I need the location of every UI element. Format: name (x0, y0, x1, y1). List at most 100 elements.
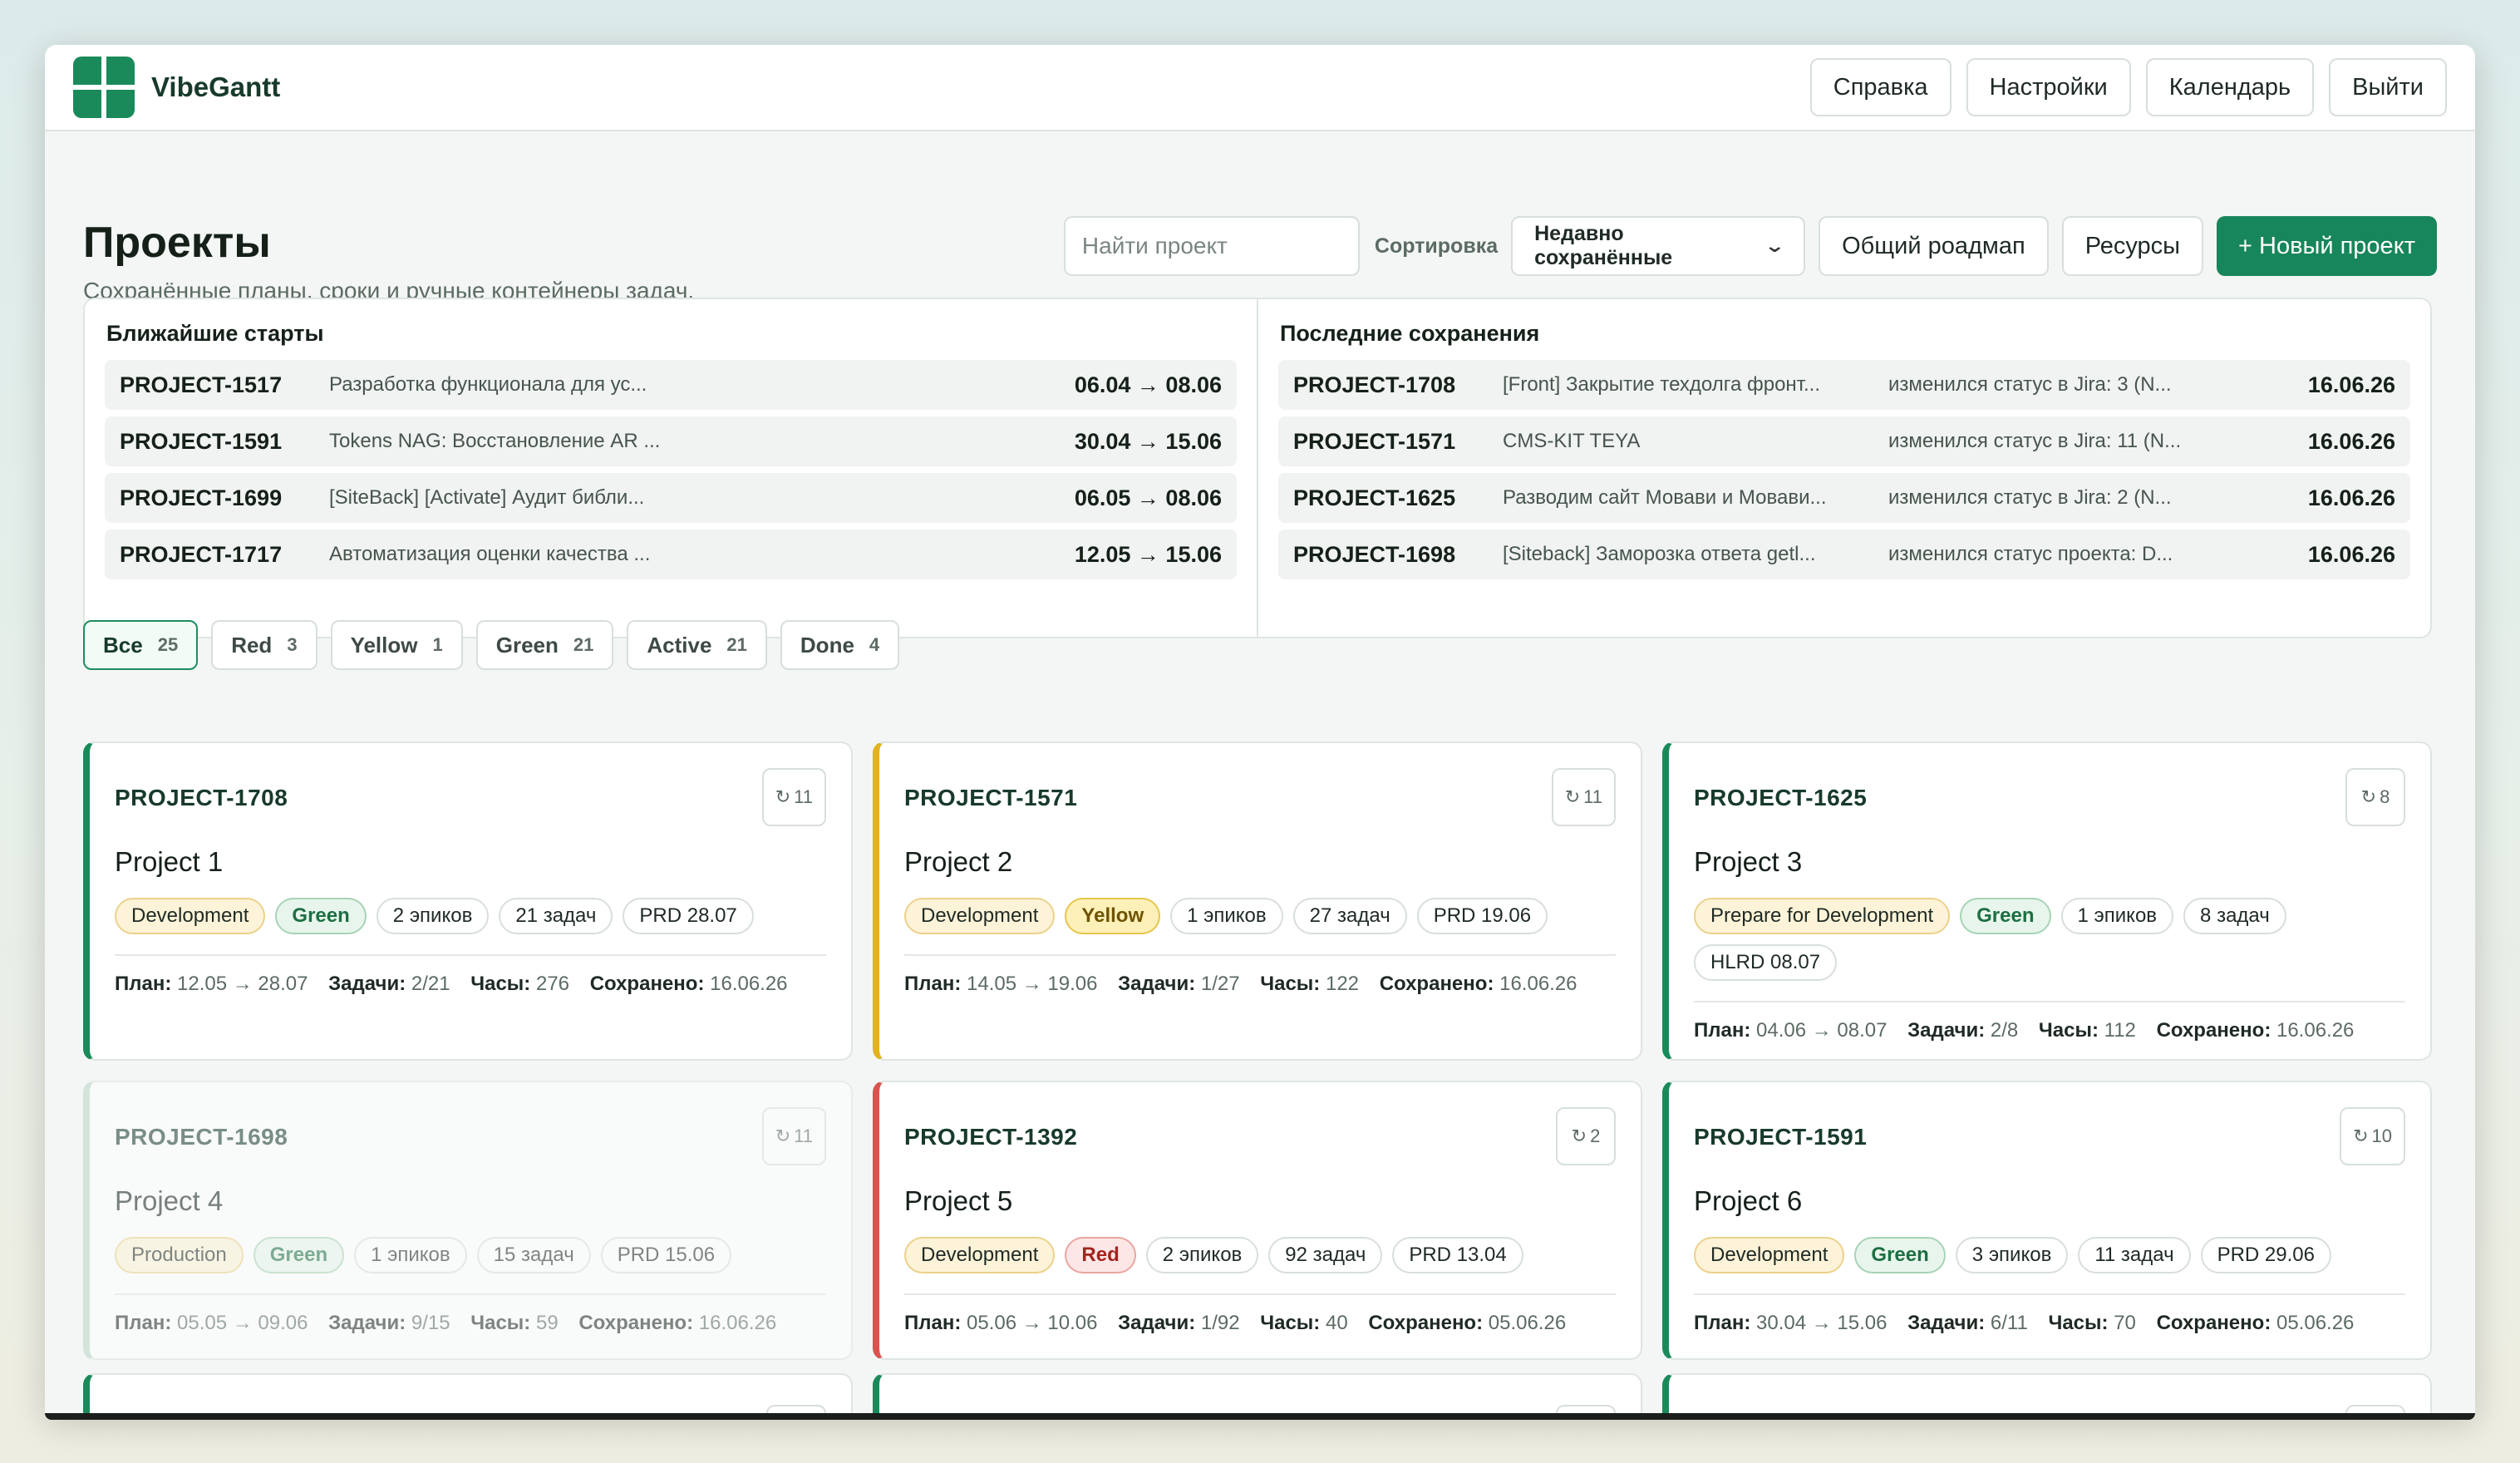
project-card[interactable]: PROJECT-1708 ↻ 11 Project 1 Development G… (83, 741, 853, 1061)
project-id: PROJECT-1699 (120, 485, 283, 510)
recent-row[interactable]: PROJECT-1625 Разводим сайт Мовави и Мова… (1278, 473, 2410, 523)
resources-button[interactable]: Ресурсы (2061, 216, 2204, 276)
upcoming-row[interactable]: PROJECT-1591 Tokens NAG: Восстановление … (105, 416, 1237, 466)
status-badge: Green (1854, 1237, 1946, 1273)
version-button[interactable]: ↻ 11 (761, 768, 826, 826)
filter-red[interactable]: Red 3 (211, 620, 317, 670)
tasks-tag: 11 задач (2078, 1237, 2191, 1273)
upcoming-row[interactable]: PROJECT-1717 Автоматизация оценки качест… (105, 530, 1237, 579)
project-card[interactable]: PROJECT-1698 ↻ 11 Project 4 Production Gr… (83, 1081, 853, 1360)
hours-value: 112 (2104, 1019, 2136, 1042)
hours-value: 70 (2114, 1312, 2136, 1334)
brand[interactable]: VibeGantt (73, 57, 280, 118)
upcoming-title: Ближайшие старты (106, 321, 324, 346)
card-meta: План: 30.04 → 15.06 Задачи: 6/11 Часы: 7… (1694, 1312, 2354, 1335)
recent-row[interactable]: PROJECT-1698 [Siteback] Заморозка ответа… (1278, 530, 2410, 579)
card-project-id: PROJECT-1625 (1694, 785, 1868, 810)
tasks-tag: 15 задач (476, 1237, 591, 1273)
sort-value: Недавно сохранённые (1534, 222, 1673, 269)
recent-row[interactable]: PROJECT-1708 [Front] Закрытие техдолга ф… (1278, 360, 2410, 410)
tasks-progress: 6/11 (1990, 1312, 2028, 1334)
meta-label: Часы: (470, 973, 531, 995)
project-dates: 06.04 → 08.06 (1074, 372, 1222, 397)
calendar-button[interactable]: Календарь (2145, 58, 2315, 116)
project-change: изменился статус в Jira: 2 (N... (1888, 486, 2172, 509)
version-button[interactable]: ↻ 10 (2340, 1107, 2405, 1165)
project-change: изменился статус проекта: D... (1888, 543, 2173, 565)
logout-button[interactable]: Выйти (2329, 58, 2447, 116)
divider (904, 1293, 1616, 1295)
filter-yellow[interactable]: Yellow 1 (330, 620, 463, 670)
divider (115, 954, 826, 956)
tasks-progress: 2/21 (411, 973, 450, 995)
saved-date: 16.06.26 (710, 973, 788, 995)
status-badge: Yellow (1065, 898, 1161, 934)
upcoming-row[interactable]: PROJECT-1517 Разработка функционала для … (105, 360, 1237, 410)
card-tags: Development Green 3 эпиков 11 задач PRD … (1694, 1237, 2405, 1273)
tasks-progress: 9/15 (411, 1312, 450, 1334)
project-card[interactable]: PROJECT-1606 ↻7 (1662, 1373, 2432, 1416)
meta-label: Сохранено: (2156, 1019, 2271, 1042)
card-tags: Production Green 1 эпиков 15 задач PRD 1… (115, 1237, 826, 1273)
filter-count: 21 (726, 634, 747, 655)
page-title: Проекты (83, 219, 271, 267)
stage-tag: Development (1694, 1237, 1845, 1273)
save-date: 16.06.26 (2307, 485, 2395, 510)
logo-icon (73, 57, 135, 118)
meta-label: Задачи: (1907, 1312, 1986, 1334)
new-project-button[interactable]: + Новый проект (2217, 216, 2437, 276)
card-project-name: Project 4 (115, 1185, 224, 1216)
card-project-id: PROJECT-1591 (1694, 1124, 1868, 1150)
meta-label: Сохранено: (2156, 1312, 2271, 1334)
saved-date: 05.06.26 (2276, 1312, 2355, 1334)
hours-value: 276 (535, 973, 570, 995)
card-meta: План: 05.05 → 09.06 Задачи: 9/15 Часы: 5… (115, 1312, 776, 1335)
filter-label: Все (103, 632, 143, 658)
sort-select[interactable]: Недавно сохранённые ⌄ (1511, 216, 1806, 276)
settings-button[interactable]: Настройки (1966, 58, 2131, 116)
upcoming-starts: Ближайшие старты PROJECT-1517 Разработка… (85, 299, 1257, 637)
saved-date: 16.06.26 (698, 1312, 777, 1334)
version-button[interactable]: ↻2 (1556, 1107, 1616, 1165)
project-dates: 12.05 → 15.06 (1074, 541, 1222, 567)
project-name: [Front] Закрытие техдолга фронт... (1503, 373, 1821, 396)
project-name: [SiteBack] [Activate] Аудит библи... (329, 486, 645, 509)
card-project-id: PROJECT-1698 (115, 1124, 288, 1150)
filter-active[interactable]: Active 21 (627, 620, 767, 670)
help-button[interactable]: Справка (1809, 58, 1952, 116)
search-input[interactable] (1063, 216, 1360, 276)
project-card[interactable]: PROJECT-1771 ↻6 (83, 1373, 853, 1416)
recent-saves: Последние сохранения PROJECT-1708 [Front… (1257, 299, 2430, 637)
version-button[interactable]: ↻ 11 (761, 1107, 826, 1165)
saved-date: 05.06.26 (1488, 1312, 1567, 1334)
project-card[interactable]: PROJECT-1834 ↻2 (873, 1373, 1642, 1416)
meta-label: Часы: (1260, 1312, 1321, 1334)
epics-tag: 1 эпиков (354, 1237, 467, 1273)
stage-tag: Development (115, 898, 266, 934)
save-date: 16.06.26 (2307, 428, 2395, 454)
project-name: Разводим сайт Мовави и Мовави... (1503, 486, 1827, 509)
project-change: изменился статус в Jira: 11 (N... (1888, 430, 2182, 452)
filter-green[interactable]: Green 21 (475, 620, 614, 670)
tasks-tag: 21 задач (499, 898, 613, 934)
chevron-down-icon: ⌄ (1764, 235, 1785, 256)
filter-all[interactable]: Все 25 (83, 620, 199, 670)
plan-dates: 12.05 → 28.07 (177, 973, 308, 995)
meta-label: Задачи: (328, 973, 406, 995)
upcoming-row[interactable]: PROJECT-1699 [SiteBack] [Activate] Аудит… (105, 473, 1237, 523)
project-card[interactable]: PROJECT-1392 ↻ 2 Project 5 Development Re… (873, 1081, 1642, 1360)
filter-done[interactable]: Done 4 (780, 620, 900, 670)
version-button[interactable]: ↻ 11 (1551, 768, 1616, 826)
stage-tag: Development (904, 898, 1056, 934)
top-bar: VibeGantt Справка Настройки Календарь Вы… (45, 45, 2475, 131)
stage-tag: Prepare for Development (1694, 898, 1951, 934)
roadmap-button[interactable]: Общий роадмап (1819, 216, 2049, 276)
version-button[interactable]: ↻ 8 (2345, 768, 2405, 826)
window-edge (45, 1413, 2475, 1420)
project-card[interactable]: PROJECT-1591 ↻ 10 Project 6 Development G… (1662, 1081, 2432, 1360)
recent-row[interactable]: PROJECT-1571 CMS-KIT TEYA изменился стат… (1278, 416, 2410, 466)
project-card[interactable]: PROJECT-1625 ↻ 8 Project 3 Prepare for De… (1662, 741, 2432, 1061)
project-card[interactable]: PROJECT-1571 ↻ 11 Project 2 Development Y… (873, 741, 1642, 1061)
card-tags: Development Green 2 эпиков 21 задач PRD … (115, 898, 826, 934)
meta-label: Задачи: (1118, 973, 1196, 995)
